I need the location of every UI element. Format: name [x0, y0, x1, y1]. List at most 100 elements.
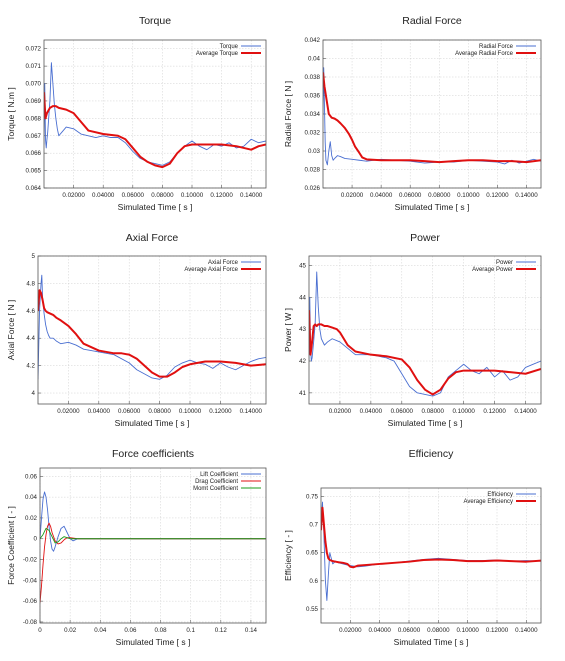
legend-label: Efficiency [487, 492, 513, 498]
y-tick-label: -0.04 [23, 577, 38, 584]
legend-label: Momt Coefficient [193, 486, 238, 492]
y-tick-label: -0.06 [23, 598, 38, 605]
series-line-power [309, 271, 541, 397]
x-tick-label: 0.06 [124, 627, 137, 634]
chart-title: Efficiency [409, 448, 454, 460]
y-tick-label: 42 [299, 358, 306, 365]
y-tick-label: 0.068 [26, 115, 42, 122]
x-tick-label: 0.12000 [209, 408, 232, 415]
y-tick-label: 0.069 [26, 98, 42, 105]
x-axis-label: Simulated Time [ s ] [115, 418, 190, 428]
x-tick-label: 0.06000 [122, 192, 145, 199]
series-group [38, 274, 266, 380]
x-tick-label: 0.10000 [456, 627, 479, 634]
x-tick-label: 0.14000 [240, 408, 263, 415]
x-tick-label: 0.08000 [151, 192, 174, 199]
legend-label: Average Efficiency [464, 499, 513, 505]
x-tick-label: 0.14000 [240, 192, 263, 199]
y-tick-label: 0.04 [25, 494, 38, 501]
x-tick-label: 0.06000 [391, 408, 414, 415]
y-tick-label: 0.7 [309, 522, 318, 529]
series-group [323, 67, 541, 166]
y-axis-label: Force Coefficient [ - ] [6, 506, 16, 585]
x-tick-label: 0.02000 [339, 627, 362, 634]
x-tick-label: 0 [38, 627, 42, 634]
plot-frame [320, 487, 542, 624]
series-line-average-radial-force [323, 72, 541, 164]
x-tick-label: 0.14000 [514, 408, 537, 415]
series-line-average-efficiency [321, 506, 541, 569]
x-tick-label: 0.08000 [427, 627, 450, 634]
x-tick-label: 0.12000 [483, 408, 506, 415]
chart-title: Axial Force [126, 232, 179, 244]
y-tick-label: 0.032 [305, 130, 321, 137]
series-group [40, 491, 266, 604]
series-line-average-power [309, 310, 541, 396]
y-axis-label: Power [ W ] [283, 308, 293, 352]
y-tick-label: 0.028 [305, 167, 321, 174]
y-tick-label: 0.064 [26, 185, 42, 192]
y-tick-label: 0.75 [306, 493, 319, 500]
legend-label: Average Radial Force [455, 51, 514, 57]
y-tick-label: 0.066 [26, 150, 42, 157]
x-tick-label: 0.04000 [360, 408, 383, 415]
x-tick-label: 0.14000 [515, 627, 538, 634]
series-group [309, 271, 541, 397]
y-tick-label: 0.55 [306, 606, 319, 613]
x-tick-label: 0.08000 [428, 192, 451, 199]
legend-label: Average Axial Force [184, 267, 238, 273]
x-tick-label: 0.04000 [370, 192, 393, 199]
y-tick-label: 0.65 [306, 550, 319, 557]
x-tick-label: 0.06000 [118, 408, 141, 415]
y-tick-label: 0.067 [26, 133, 42, 140]
x-tick-label: 0.14 [245, 627, 258, 634]
series-line-torque [44, 62, 266, 166]
y-tick-label: 0.038 [305, 74, 321, 81]
x-tick-label: 0.08000 [148, 408, 171, 415]
x-tick-label: 0.02000 [329, 408, 352, 415]
x-tick-label: 0.02 [64, 627, 77, 634]
x-tick-label: 0.10000 [457, 192, 480, 199]
x-tick-label: 0.10000 [179, 408, 202, 415]
chart-panel-1: Torque 0.02000 0.04000 0.06000 0.08000 0.1000… [6, 15, 267, 212]
y-axis-label: Torque [ N.m ] [6, 87, 16, 140]
x-tick-label: 0.02000 [341, 192, 364, 199]
series-line-efficiency [321, 501, 541, 601]
x-tick-label: 0.12000 [486, 627, 509, 634]
x-tick-label: 0.14000 [515, 192, 538, 199]
plot-frame [43, 39, 267, 189]
plot-frame [322, 39, 542, 189]
series-group [321, 501, 541, 601]
x-axis-label: Simulated Time [ s ] [388, 418, 463, 428]
x-tick-label: 0.04000 [88, 408, 111, 415]
y-tick-label: 0.6 [309, 578, 318, 585]
y-tick-label: 4 [32, 390, 36, 397]
x-axis-label: Simulated Time [ s ] [118, 202, 193, 212]
y-tick-label: 0.06 [25, 473, 38, 480]
series-line-lift-coefficient [40, 491, 266, 552]
legend-label: Average Torque [196, 51, 239, 57]
x-tick-label: 0.04000 [92, 192, 115, 199]
series-line-axial-force [38, 274, 266, 380]
legend-label: Lift Coefficient [200, 472, 238, 478]
y-tick-label: 0.070 [26, 81, 42, 88]
y-tick-label: 0.072 [26, 46, 42, 53]
y-tick-label: 0.04 [308, 56, 321, 63]
y-tick-label: 0 [34, 536, 38, 543]
legend-label: Axial Force [208, 260, 239, 266]
series-line-average-torque [44, 92, 266, 169]
x-axis-label: Simulated Time [ s ] [395, 202, 470, 212]
y-tick-label: 0.071 [26, 63, 42, 70]
x-tick-label: 0.08000 [422, 408, 445, 415]
chart-title: Force coefficients [112, 448, 194, 460]
y-tick-label: -0.02 [23, 557, 38, 564]
x-tick-label: 0.10000 [181, 192, 204, 199]
x-tick-label: 0.02000 [62, 192, 85, 199]
chart-title: Torque [139, 15, 171, 27]
y-tick-label: 0.065 [26, 168, 42, 175]
plot-frame [308, 255, 542, 405]
plot-frame [37, 255, 267, 405]
x-tick-label: 0.12000 [486, 192, 509, 199]
y-tick-label: 0.03 [308, 148, 321, 155]
x-tick-label: 0.04000 [368, 627, 391, 634]
